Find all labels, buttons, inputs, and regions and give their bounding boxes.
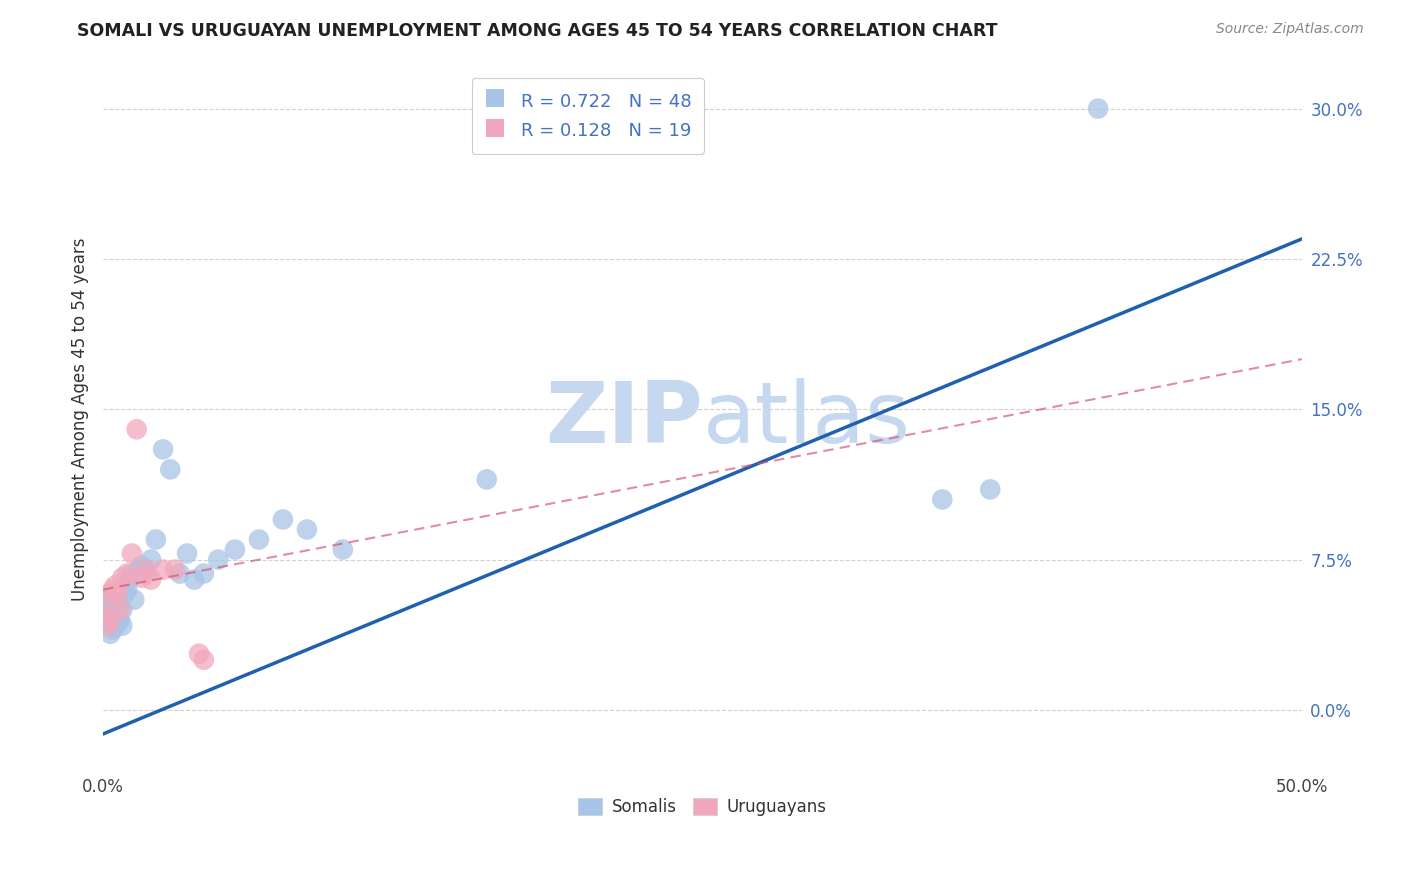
Point (108, 613, 131, 627)
Point (98, 587, 121, 601)
Point (107, 607, 129, 621)
Point (131, 558, 153, 573)
Point (224, 542, 246, 557)
Legend: Somalis, Uruguayans: Somalis, Uruguayans (569, 790, 835, 825)
Point (94, 607, 117, 621)
Point (104, 602, 127, 616)
Point (101, 613, 124, 627)
Point (1087, 102, 1109, 116)
Text: ZIP: ZIP (544, 377, 703, 461)
Point (101, 599, 124, 613)
Point (97, 618, 120, 632)
Point (114, 587, 136, 601)
Text: SOMALI VS URUGUAYAN UNEMPLOYMENT AMONG AGES 45 TO 54 YEARS CORRELATION CHART: SOMALI VS URUGUAYAN UNEMPLOYMENT AMONG A… (77, 22, 998, 40)
Point (98, 607, 121, 621)
Point (979, 483, 1001, 497)
Point (475, 472, 498, 486)
Point (193, 566, 215, 581)
Point (98, 626, 121, 640)
Point (101, 587, 124, 601)
Point (131, 571, 153, 585)
Point (332, 542, 354, 557)
Point (104, 592, 127, 607)
Point (193, 653, 215, 667)
Point (115, 566, 138, 581)
Point (125, 422, 148, 436)
Point (135, 563, 157, 577)
Point (104, 618, 127, 632)
Point (145, 533, 167, 547)
Point (271, 512, 294, 526)
Point (188, 647, 211, 661)
Point (139, 573, 162, 587)
Point (115, 582, 138, 597)
Point (121, 566, 143, 581)
Point (152, 563, 174, 577)
Point (111, 571, 134, 585)
Point (165, 563, 187, 577)
Point (152, 442, 174, 457)
Point (159, 462, 181, 476)
Point (107, 592, 129, 607)
Point (98, 592, 121, 607)
Point (101, 623, 124, 637)
Point (183, 573, 205, 587)
Point (132, 563, 155, 577)
Point (97, 602, 120, 616)
Point (118, 573, 141, 587)
Point (135, 566, 157, 581)
Point (128, 563, 150, 577)
Point (207, 552, 229, 566)
Point (931, 492, 953, 507)
Text: Source: ZipAtlas.com: Source: ZipAtlas.com (1216, 22, 1364, 37)
Point (121, 547, 143, 561)
Point (169, 566, 191, 581)
Point (176, 547, 198, 561)
Point (111, 618, 134, 632)
Point (94, 613, 117, 627)
Point (97, 618, 120, 632)
Point (98, 613, 121, 627)
Point (107, 587, 129, 601)
Point (101, 582, 124, 597)
Point (124, 592, 146, 607)
Point (108, 602, 131, 616)
Y-axis label: Unemployment Among Ages 45 to 54 years: Unemployment Among Ages 45 to 54 years (72, 237, 89, 601)
Text: atlas: atlas (703, 377, 911, 461)
Point (111, 602, 134, 616)
Point (247, 533, 270, 547)
Point (94, 602, 117, 616)
Point (107, 616, 129, 631)
Point (104, 579, 127, 593)
Point (108, 587, 131, 601)
Point (295, 523, 318, 537)
Point (139, 552, 162, 566)
